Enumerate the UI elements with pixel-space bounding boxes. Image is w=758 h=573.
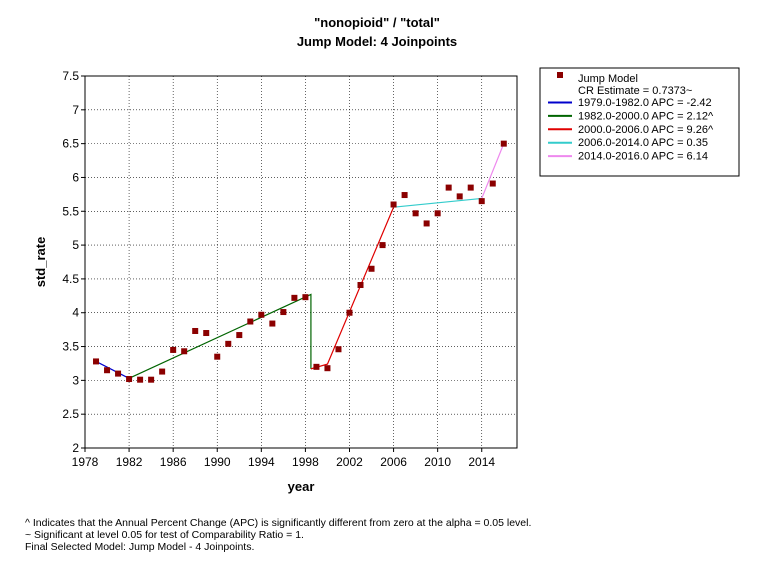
data-point (225, 340, 232, 347)
series-line (95, 360, 130, 379)
x-tick-label: 1994 (248, 455, 275, 469)
series-lines (95, 143, 505, 379)
data-point (170, 346, 177, 353)
series-line (393, 197, 482, 208)
data-point (93, 358, 100, 365)
data-point (269, 320, 276, 327)
data-point (401, 192, 408, 199)
footnote-cr-significance: ~ Significant at level 0.05 for test of … (25, 529, 304, 541)
data-point (313, 363, 320, 370)
y-tick-label: 2.5 (62, 407, 79, 421)
data-point (478, 198, 485, 205)
data-point (379, 242, 386, 249)
data-point (324, 365, 331, 372)
data-point (412, 210, 419, 217)
y-tick-label: 6.5 (62, 137, 79, 151)
observed-points (93, 140, 507, 383)
y-tick-label: 3.5 (62, 340, 79, 354)
legend-marker-jump-model (557, 72, 563, 78)
legend-label: 2014.0-2016.0 APC = 6.14 (578, 151, 708, 163)
data-point (467, 184, 474, 191)
data-point (456, 193, 463, 200)
data-point (357, 282, 364, 288)
y-tick-label: 5 (72, 238, 79, 252)
y-tick-label: 4 (72, 306, 79, 320)
data-point (203, 330, 210, 337)
axis-ticks: 2 2.5 3 3.5 4 4.5 5 5.5 6 6.5 7 7.5 1978 1982 1986 1990… (62, 69, 495, 469)
legend-label: 1979.0-1982.0 APC = -2.42 (578, 97, 712, 109)
chart-subtitle: Jump Model: 4 Joinpoints (297, 34, 457, 49)
series-line (481, 143, 505, 199)
x-tick-label: 1982 (116, 455, 143, 469)
y-tick-label: 7 (72, 103, 79, 117)
data-point (181, 348, 188, 355)
x-tick-label: 1978 (72, 455, 99, 469)
data-point (115, 370, 122, 377)
data-point (214, 353, 221, 360)
data-point (346, 309, 353, 316)
y-tick-label: 5.5 (62, 204, 79, 218)
x-tick-label: 2014 (468, 455, 495, 469)
y-tick-label: 6 (72, 170, 79, 184)
x-tick-label: 2010 (424, 455, 451, 469)
legend-cr-estimate: CR Estimate = 0.7373~ (578, 85, 692, 97)
y-tick-label: 7.5 (62, 69, 79, 83)
data-point (148, 376, 155, 383)
legend-label: 1982.0-2000.0 APC = 2.12^ (578, 110, 714, 122)
data-point (137, 376, 144, 383)
data-point (236, 332, 243, 339)
legend-box (539, 67, 740, 177)
data-point (126, 376, 133, 383)
chart-title: "nonopioid" / "total" (314, 15, 440, 30)
series-line (128, 293, 312, 379)
data-point (423, 220, 430, 227)
plot-frame (84, 75, 518, 449)
footnote-final-model: Final Selected Model: Jump Model - 4 Joi… (25, 541, 255, 553)
data-point (291, 294, 298, 301)
data-point (159, 368, 166, 375)
x-tick-label: 2002 (336, 455, 363, 469)
data-point (280, 309, 287, 316)
chart-area: "nonopioid" / "total" Jump Model: 4 Join… (33, 15, 740, 494)
x-axis-label: year (288, 479, 315, 494)
series-line (310, 206, 395, 370)
data-point (368, 265, 375, 272)
legend-label: 2000.0-2006.0 APC = 9.26^ (578, 124, 714, 136)
data-point (192, 327, 199, 334)
x-tick-label: 1986 (160, 455, 187, 469)
footnotes: ^ Indicates that the Annual Percent Chan… (25, 517, 745, 553)
legend-label-jump-model: Jump Model (578, 73, 638, 85)
data-point (434, 210, 441, 217)
y-tick-label: 4.5 (62, 272, 79, 286)
data-point (258, 311, 265, 318)
legend-label: 2006.0-2014.0 APC = 0.35 (578, 137, 708, 149)
data-point (445, 184, 452, 191)
x-tick-label: 1990 (204, 455, 231, 469)
legend: Jump Model CR Estimate = 0.7373~ 1979.0-… (539, 67, 740, 177)
x-tick-label: 2006 (380, 455, 407, 469)
data-point (335, 346, 342, 353)
data-point (390, 201, 397, 208)
data-point (500, 140, 507, 147)
y-axis-label: std_rate (33, 237, 48, 288)
x-tick-label: 1998 (292, 455, 319, 469)
data-point (104, 367, 111, 374)
y-tick-label: 3 (72, 373, 79, 387)
grid (84, 75, 517, 449)
y-tick-label: 2 (72, 441, 79, 455)
footnote-apc-significance: ^ Indicates that the Annual Percent Chan… (25, 517, 532, 529)
data-point (247, 318, 254, 325)
data-point (489, 180, 496, 187)
data-point (302, 294, 309, 301)
